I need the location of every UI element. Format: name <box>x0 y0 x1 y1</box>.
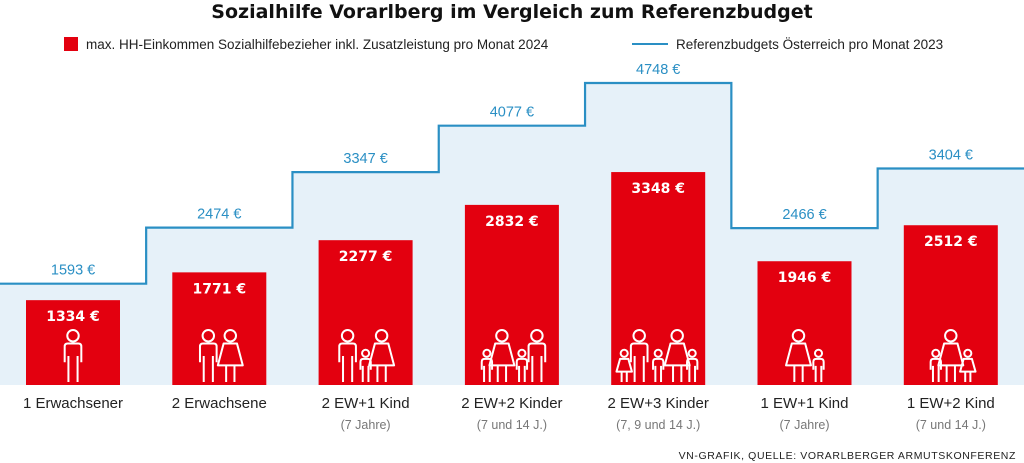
person-body <box>929 357 942 382</box>
person-legs <box>620 371 628 382</box>
reference-value-label: 3404 € <box>929 148 973 164</box>
person-legs <box>225 365 236 382</box>
bar-5 <box>611 172 706 385</box>
bar-value-label: 1771 € <box>193 281 247 297</box>
category-label: 2 EW+1 Kind <box>322 395 410 412</box>
person-head <box>201 329 216 343</box>
category-sublabel: (7 und 14 J.) <box>916 418 986 432</box>
person-head <box>791 329 806 343</box>
person-legs <box>945 365 956 382</box>
person-head <box>374 329 389 343</box>
category-sublabel: (7, 9 und 14 J.) <box>616 418 700 432</box>
bar-value-label: 1946 € <box>778 270 832 286</box>
person-dress <box>785 342 812 367</box>
category-label: 1 EW+2 Kind <box>907 395 995 412</box>
legend: max. HH-Einkommen Sozialhilfebezieher in… <box>64 37 943 52</box>
person-body <box>629 342 649 382</box>
person-body <box>652 357 665 382</box>
bar-3 <box>318 240 413 385</box>
person-body <box>812 357 825 382</box>
adult-two-children-icon <box>929 329 977 382</box>
legend-bar-swatch <box>64 37 78 51</box>
legend-bar-label: max. HH-Einkommen Sozialhilfebezieher in… <box>86 37 549 52</box>
category-label: 2 Erwachsene <box>172 395 267 412</box>
person-head <box>653 348 663 358</box>
person-head <box>632 329 646 343</box>
two-adults-two-children-icon <box>480 329 547 382</box>
category-label: 2 EW+2 Kinder <box>461 395 562 412</box>
person-legs <box>376 365 387 382</box>
person-head <box>944 329 958 343</box>
person-legs <box>964 371 972 382</box>
person-dress <box>216 342 244 367</box>
person-body <box>527 342 547 382</box>
person-head <box>517 348 527 358</box>
person-head <box>530 329 544 343</box>
bar-value-label: 2832 € <box>485 214 539 230</box>
person-legs <box>793 365 804 382</box>
person-head <box>361 348 371 358</box>
reference-step-line <box>0 81 1024 285</box>
person-head <box>223 329 238 343</box>
reference-value-label: 2474 € <box>197 207 241 223</box>
person-head <box>482 348 492 358</box>
source-note: VN-GRAFIK, QUELLE: VORARLBERGER ARMUTSKO… <box>679 450 1016 462</box>
person-dress <box>959 357 977 373</box>
person-head <box>66 329 80 343</box>
reference-value-label: 3347 € <box>343 151 387 167</box>
category-label: 2 EW+3 Kinder <box>608 395 709 412</box>
person-body <box>515 357 529 382</box>
reference-value-label: 4748 € <box>636 62 680 78</box>
person-head <box>340 329 355 343</box>
legend-line-label: Referenzbudgets Österreich pro Monat 202… <box>676 37 943 52</box>
category-sublabel: (7 und 14 J.) <box>477 418 547 432</box>
person-head <box>495 329 509 343</box>
plot-area: 1334 € 1593 € 1 Erwachsener 1771 € 2474 € 2 E… <box>0 62 1024 432</box>
bar-value-label: 1334 € <box>46 309 100 325</box>
person-head <box>619 348 629 358</box>
two-adults-icon <box>198 329 244 382</box>
person-body <box>338 342 357 382</box>
reference-value-label: 4077 € <box>490 105 534 121</box>
person-head <box>670 329 684 343</box>
person-body <box>198 342 218 382</box>
person-legs <box>496 365 508 382</box>
person-body <box>480 357 494 382</box>
chart-title: Sozialhilfe Vorarlberg im Vergleich zum … <box>211 1 812 23</box>
person-dress <box>615 357 633 373</box>
category-sublabel: (7 Jahre) <box>779 418 829 432</box>
bar-value-label: 2512 € <box>924 234 978 250</box>
person-body <box>63 342 83 382</box>
person-legs <box>672 365 683 382</box>
person-head <box>931 348 941 358</box>
person-dress <box>663 342 691 367</box>
two-adults-one-child-icon <box>338 329 396 382</box>
person-head <box>687 348 697 358</box>
person-dress <box>488 342 516 367</box>
reference-value-label: 2466 € <box>782 207 826 223</box>
adult-one-child-icon <box>785 329 825 382</box>
bar-value-label: 2277 € <box>339 249 393 265</box>
person-dress <box>937 342 965 367</box>
bar-value-label: 3348 € <box>631 181 685 197</box>
category-label: 1 Erwachsener <box>23 395 123 412</box>
person-head <box>813 348 824 358</box>
person-head <box>963 348 973 358</box>
person-body <box>686 357 699 382</box>
category-label: 1 EW+1 Kind <box>761 395 849 412</box>
category-sublabel: (7 Jahre) <box>341 418 391 432</box>
reference-value-label: 1593 € <box>51 263 95 279</box>
two-adults-three-children-icon <box>615 329 699 382</box>
adult-icon <box>63 329 83 382</box>
bar-7 <box>903 225 998 385</box>
person-dress <box>368 342 396 367</box>
